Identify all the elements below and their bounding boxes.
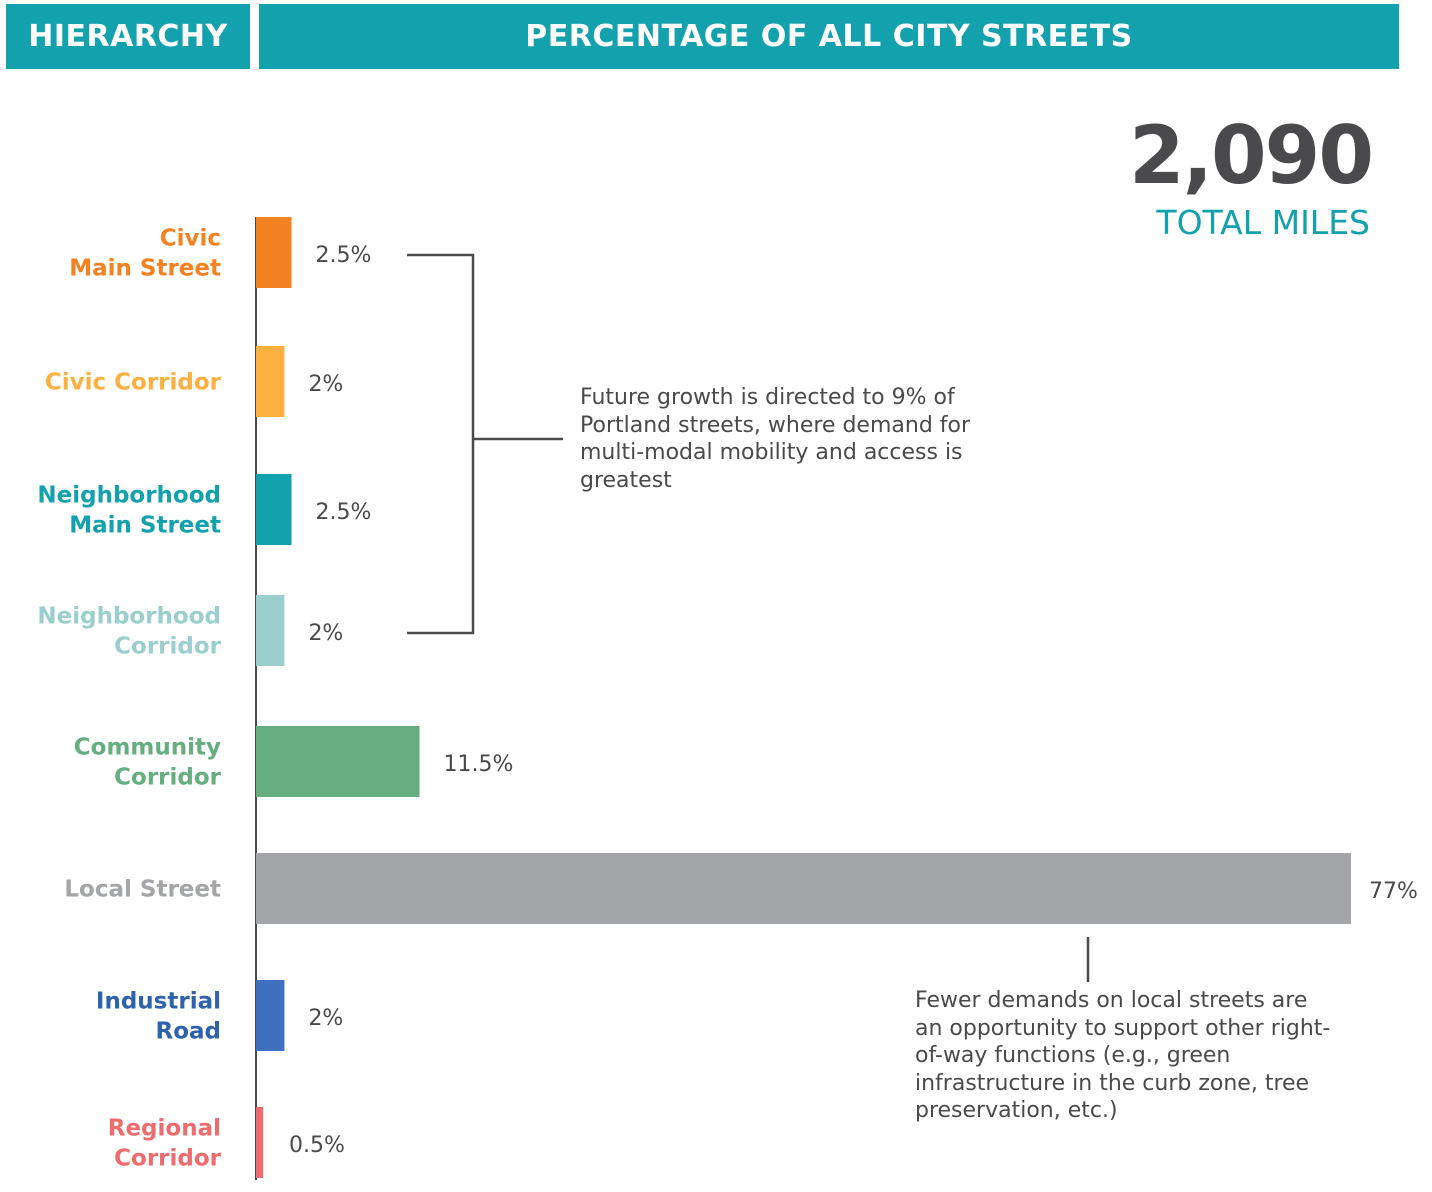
category-label: Regional [108,1116,221,1142]
local-street-annotation: Fewer demands on local streets are an op… [915,988,1331,1123]
bar [256,474,292,545]
bar [256,595,285,666]
category-label: Industrial [96,989,221,1015]
bar [256,980,285,1051]
bar [256,217,292,288]
value-label: 2.5% [316,243,372,268]
category-label: Main Street [69,513,221,539]
percentage-header-label: PERCENTAGE OF ALL CITY STREETS [525,19,1133,54]
category-label: Corridor [114,1146,222,1172]
category-label: Neighborhood [37,483,221,509]
category-label: Community [74,735,221,761]
category-label: Civic Corridor [45,370,222,396]
bar [256,726,420,797]
value-label: 0.5% [289,1133,345,1158]
value-label: 11.5% [444,752,514,777]
category-label: Road [156,1019,222,1045]
total-miles-label: TOTAL MILES [1156,203,1370,242]
value-label: 2% [308,1006,343,1031]
value-label: 2% [308,372,343,397]
bar [256,1107,264,1178]
percentage-header: PERCENTAGE OF ALL CITY STREETS [259,4,1399,69]
category-label: Neighborhood [37,604,221,630]
category-label: Main Street [69,256,221,282]
growth-annotation: Future growth is directed to 9% of Portl… [580,385,971,493]
value-label: 2% [308,621,343,646]
growth-bracket [407,253,563,635]
hierarchy-header-label: HIERARCHY [28,19,228,54]
hierarchy-header: HIERARCHY [6,4,250,69]
bar [256,853,1351,924]
category-label: Civic [160,226,221,252]
category-label: Local Street [64,877,221,903]
value-label: 2.5% [316,500,372,525]
category-label: Corridor [114,634,222,660]
total-miles-value: 2,090 [1128,109,1374,202]
bar [256,346,285,417]
category-label: Corridor [114,765,222,791]
value-label: 77% [1369,879,1418,904]
